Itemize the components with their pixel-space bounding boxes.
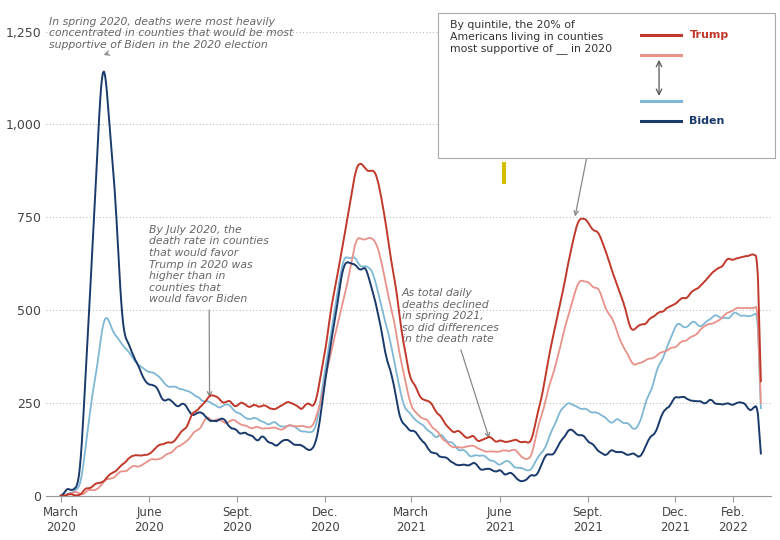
Text: Trump: Trump: [690, 30, 729, 40]
FancyBboxPatch shape: [438, 13, 775, 158]
Text: As total daily
deaths declined
in spring 2021,
so did differences
in the death r: As total daily deaths declined in spring…: [402, 288, 498, 437]
Text: Biden: Biden: [690, 116, 725, 126]
Text: By quintile, the 20% of
Americans living in counties
most supportive of __ in 20: By quintile, the 20% of Americans living…: [450, 21, 612, 55]
Text: In spring 2020, deaths were most heavily
concentrated in counties that would be : In spring 2020, deaths were most heavily…: [49, 17, 293, 55]
Text: In fall 2021, death rates
in the counties most supportive
of Trump were about fo: In fall 2021, death rates in the countie…: [512, 69, 685, 215]
Text: By July 2020, the
death rate in counties
that would favor
Trump in 2020 was
high: By July 2020, the death rate in counties…: [149, 225, 269, 396]
